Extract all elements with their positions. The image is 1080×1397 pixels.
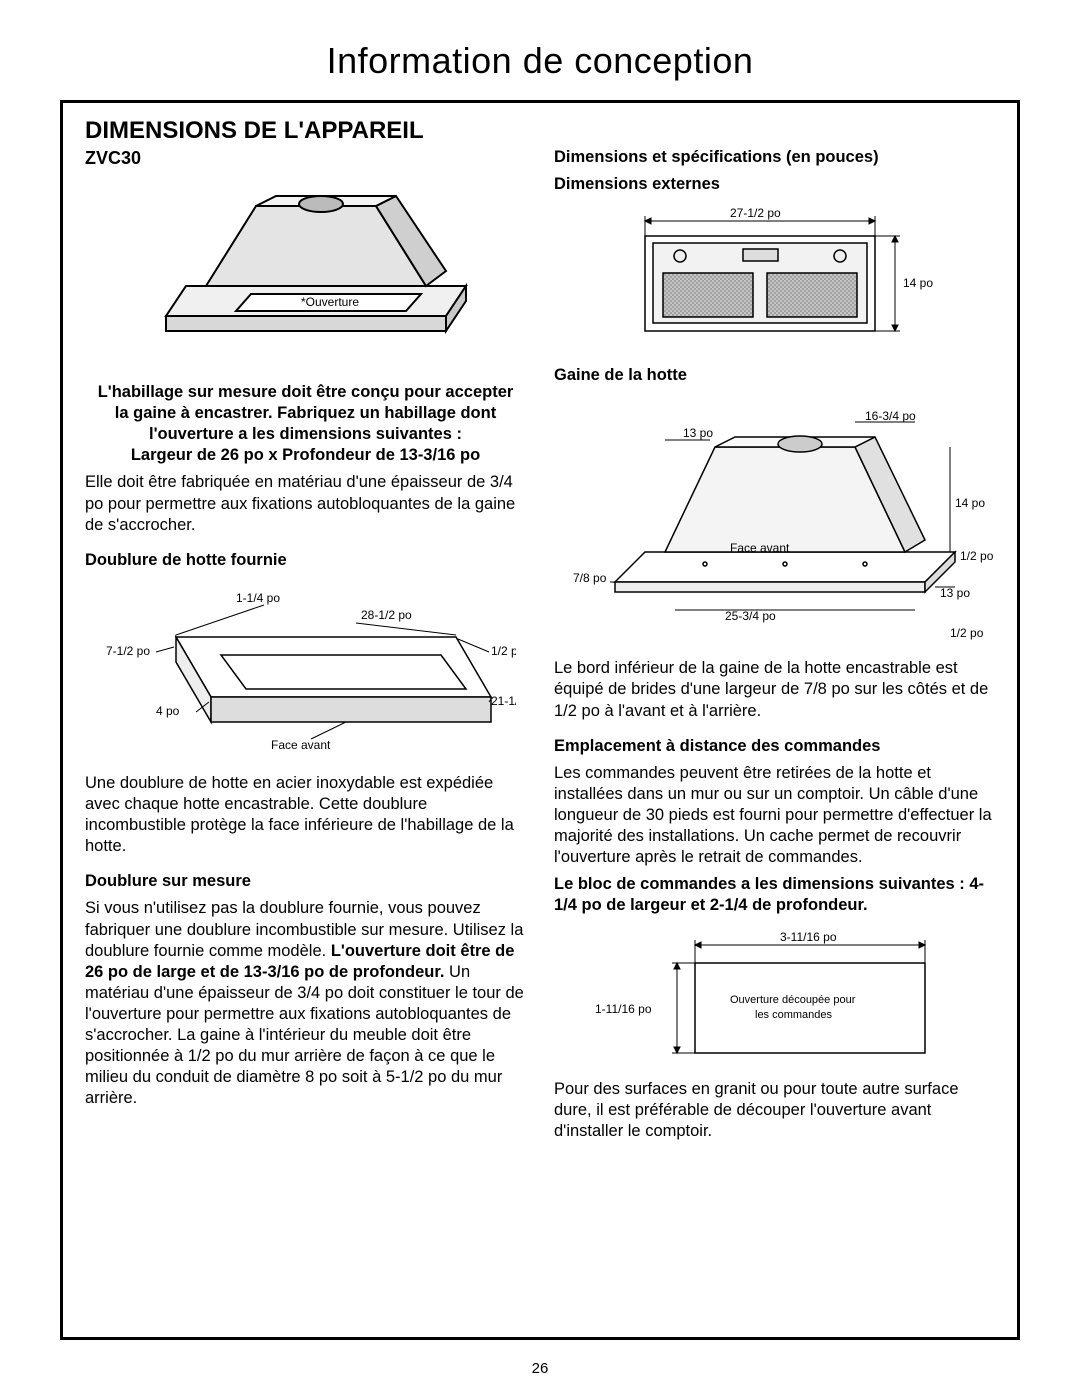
remote-heading: Emplacement à distance des commandes — [554, 736, 995, 757]
left-column: ZVC30 *Ouverture — [85, 147, 526, 1148]
right-column: Dimensions et spécifications (en pouces)… — [554, 147, 995, 1148]
svg-text:28-1/2 po: 28-1/2 po — [361, 608, 412, 622]
svg-text:13 po: 13 po — [940, 586, 970, 600]
shell-diagram: 16-3/4 po 13 po 14 po 1/2 po 7/8 po 25-3… — [555, 392, 995, 652]
svg-text:7/8 po: 7/8 po — [573, 571, 607, 585]
svg-text:1-11/16 po: 1-11/16 po — [595, 1002, 652, 1016]
svg-text:Face avant: Face avant — [271, 738, 331, 752]
iso-opening-label: *Ouverture — [301, 295, 359, 309]
specs-heading: Dimensions et spécifications (en pouces) — [554, 147, 995, 168]
granite-body: Pour des surfaces en granit ou pour tout… — [554, 1079, 995, 1142]
hood-iso-diagram: *Ouverture — [126, 176, 486, 376]
svg-text:Ouverture découpée pour: Ouverture découpée pour — [730, 994, 856, 1006]
control-cutout-diagram: 3-11/16 po 1-11/16 po Ouverture découpée… — [585, 923, 965, 1073]
svg-text:3-11/16 po: 3-11/16 po — [780, 930, 837, 944]
custom-liner-heading: Doublure sur mesure — [85, 871, 526, 892]
main-container: DIMENSIONS DE L'APPAREIL ZVC30 — [60, 100, 1020, 1340]
custom-liner-body: Si vous n'utilisez pas la doublure fourn… — [85, 898, 526, 1109]
svg-text:4 po: 4 po — [156, 704, 180, 718]
svg-text:16-3/4 po: 16-3/4 po — [865, 409, 916, 423]
svg-text:1/2 po: 1/2 po — [960, 549, 994, 563]
page-title: Information de conception — [60, 40, 1020, 82]
ctrl-block-bold: Le bloc de commandes a les dimensions su… — [554, 874, 995, 916]
shell-body: Le bord inférieur de la gaine de la hott… — [554, 658, 995, 721]
page-number: 26 — [0, 1360, 1080, 1377]
shell-heading: Gaine de la hotte — [554, 365, 995, 386]
svg-text:7-1/2 po: 7-1/2 po — [106, 644, 150, 658]
external-dims-heading: Dimensions externes — [554, 174, 995, 195]
svg-text:21-1/4 po: 21-1/4 po — [491, 694, 516, 708]
model-label: ZVC30 — [85, 147, 526, 170]
svg-text:14 po: 14 po — [903, 276, 933, 290]
intro-bold: L'habillage sur mesure doit être conçu p… — [95, 382, 516, 445]
section-title: DIMENSIONS DE L'APPAREIL — [85, 117, 995, 145]
intro-bold-dims: Largeur de 26 po x Profondeur de 13-3/16… — [85, 445, 526, 466]
svg-text:13 po: 13 po — [683, 426, 713, 440]
svg-text:27-1/2 po: 27-1/2 po — [730, 206, 781, 220]
svg-text:les commandes: les commandes — [755, 1009, 833, 1021]
liner-body: Une doublure de hotte en acier inoxydabl… — [85, 773, 526, 857]
liner-heading: Doublure de hotte fournie — [85, 550, 526, 571]
svg-text:1-1/4 po: 1-1/4 po — [236, 591, 280, 605]
two-column-layout: ZVC30 *Ouverture — [85, 147, 995, 1148]
liner-diagram: 1-1/4 po 28-1/2 po 7-1/2 po 1/2 po 4 po … — [96, 577, 516, 767]
external-dims-diagram: 27-1/2 po 14 po — [595, 201, 955, 351]
svg-text:14 po: 14 po — [955, 496, 985, 510]
intro-body: Elle doit être fabriquée en matériau d'u… — [85, 472, 526, 535]
remote-body: Les commandes peuvent être retirées de l… — [554, 763, 995, 869]
svg-text:1/2 po: 1/2 po — [491, 644, 516, 658]
svg-text:25-3/4 po: 25-3/4 po — [725, 609, 776, 623]
svg-text:Face avant: Face avant — [730, 541, 790, 555]
svg-text:1/2 po: 1/2 po — [950, 626, 984, 640]
